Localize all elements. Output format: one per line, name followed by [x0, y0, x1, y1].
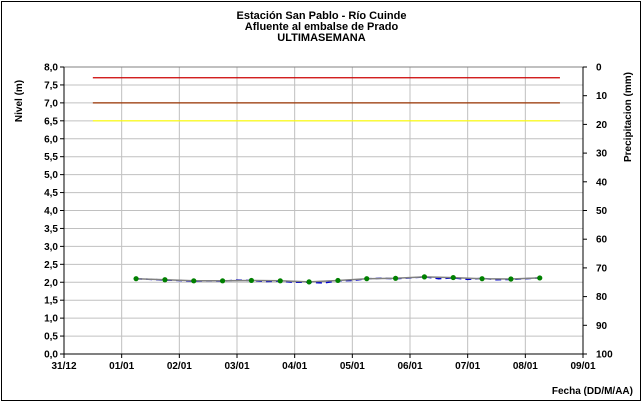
- x-tick-label: 05/01: [340, 361, 365, 372]
- data-point: [450, 274, 456, 281]
- data-point: [306, 279, 312, 285]
- x-tick-label: 04/01: [282, 361, 307, 372]
- y2-tick-label: 40: [596, 177, 608, 188]
- data-point: [219, 278, 226, 284]
- data-point: [479, 276, 485, 282]
- y-tick-label: 4,5: [44, 188, 58, 199]
- y2-tick-label: 0: [596, 63, 602, 74]
- y-tick-label: 0,5: [44, 332, 58, 343]
- chart-title: Estación San Pablo - Río Cuinde Afluente…: [0, 11, 643, 44]
- y2-tick-label: 10: [596, 91, 608, 102]
- data-point: [335, 277, 341, 284]
- data-point: [392, 275, 399, 281]
- x-tick-label: 07/01: [455, 361, 480, 372]
- y2-tick-label: 60: [596, 235, 608, 246]
- y-tick-label: 7,0: [44, 98, 58, 109]
- y-tick-label: 1,0: [44, 314, 58, 325]
- y2-tick-label: 100: [596, 350, 613, 361]
- data-point: [277, 278, 283, 284]
- x-axis-label: Fecha (DD/M/AA): [551, 386, 633, 397]
- y-tick-label: 4,0: [44, 206, 58, 217]
- data-point: [133, 276, 139, 282]
- y-tick-label: 5,5: [44, 152, 58, 163]
- data-point: [508, 276, 514, 282]
- y-tick-label: 6,0: [44, 134, 58, 145]
- title-line-3: ULTIMASEMANA: [277, 32, 366, 44]
- x-tick-label: 09/01: [570, 361, 595, 372]
- y2-tick-label: 50: [596, 206, 608, 217]
- y2-axis-label: Precipitacion (mm): [623, 72, 634, 162]
- data-point: [191, 278, 197, 284]
- y-tick-label: 5,0: [44, 170, 58, 181]
- title-line-2: Afluente al embalse de Prado: [244, 21, 399, 33]
- y-tick-label: 2,0: [44, 278, 58, 289]
- data-point: [421, 274, 428, 280]
- y-tick-label: 6,5: [44, 116, 58, 127]
- y-tick-label: 8,0: [44, 63, 58, 74]
- y-tick-label: 2,5: [44, 260, 58, 271]
- y2-tick-label: 90: [596, 321, 608, 332]
- y-tick-label: 0,0: [44, 350, 58, 361]
- x-tick-label: 08/01: [513, 361, 538, 372]
- data-point: [162, 277, 168, 283]
- x-tick-label: 31/12: [51, 361, 76, 372]
- title-line-1: Estación San Pablo - Río Cuinde: [236, 10, 407, 22]
- y2-tick-label: 30: [596, 149, 608, 160]
- x-tick-label: 06/01: [397, 361, 422, 372]
- y-tick-label: 3,5: [44, 224, 58, 235]
- y2-tick-label: 80: [596, 292, 608, 303]
- y-tick-label: 1,5: [44, 296, 58, 307]
- data-point: [364, 276, 370, 282]
- y-tick-label: 3,0: [44, 242, 58, 253]
- x-tick-label: 02/01: [167, 361, 192, 372]
- data-point: [248, 277, 255, 284]
- data-point: [537, 275, 543, 281]
- y-axis-label: Nivel (m): [14, 80, 25, 122]
- x-tick-label: 03/01: [224, 361, 249, 372]
- y2-tick-label: 70: [596, 263, 608, 274]
- y-tick-label: 7,5: [44, 80, 58, 91]
- x-tick-label: 01/01: [109, 361, 134, 372]
- y2-tick-label: 20: [596, 120, 608, 131]
